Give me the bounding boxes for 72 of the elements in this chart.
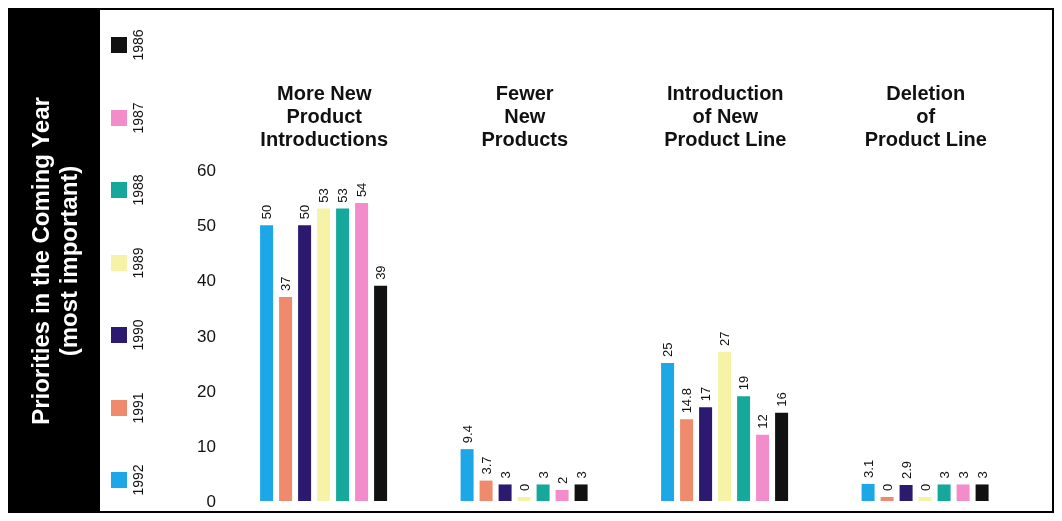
bar xyxy=(555,489,569,501)
data-label: 0 xyxy=(516,483,532,491)
bar xyxy=(737,396,751,501)
bar xyxy=(899,485,913,501)
bar xyxy=(680,419,694,501)
data-label: 53 xyxy=(335,188,351,203)
data-label: 2.9 xyxy=(898,460,914,479)
bar xyxy=(260,225,274,501)
bar xyxy=(279,296,293,501)
data-label: 9.4 xyxy=(459,425,475,444)
bar xyxy=(479,480,493,501)
y-tick-label: 10 xyxy=(197,436,216,456)
y-tick-label: 0 xyxy=(206,492,216,512)
data-label: 16 xyxy=(774,392,790,407)
bar xyxy=(956,484,970,501)
bar xyxy=(699,407,713,501)
bar xyxy=(374,285,388,501)
bar xyxy=(317,208,331,501)
data-label: 39 xyxy=(373,265,389,280)
y-tick-label: 20 xyxy=(197,381,216,401)
data-label: 3 xyxy=(936,471,952,479)
data-label: 0 xyxy=(879,483,895,491)
data-label: 17 xyxy=(698,386,714,402)
bar xyxy=(937,484,951,501)
data-label: 25 xyxy=(660,342,676,358)
legend-label: 1987 xyxy=(130,101,146,134)
bar xyxy=(336,208,350,501)
data-label: 3 xyxy=(497,471,513,479)
x-tick-label: Introduction of New Product Line xyxy=(664,82,787,150)
legend-label: 1986 xyxy=(130,29,146,61)
data-label: 53 xyxy=(316,188,332,203)
legend-label: 1990 xyxy=(130,319,146,351)
y-axis-title: Priorities in the Coming Year (most important) xyxy=(27,96,83,425)
data-label: 3 xyxy=(974,471,990,479)
bar xyxy=(460,449,474,501)
legend-label: 1992 xyxy=(130,464,146,496)
bar xyxy=(775,412,789,501)
bar xyxy=(536,484,550,501)
data-label: 3 xyxy=(535,471,551,479)
legend-label: 1989 xyxy=(130,246,146,279)
data-label: 19 xyxy=(736,375,752,391)
data-label: 2 xyxy=(554,476,570,484)
y-tick-label: 40 xyxy=(197,271,216,291)
bar xyxy=(756,434,770,501)
legend-label: 1988 xyxy=(130,174,146,206)
bar xyxy=(861,483,875,501)
data-label: 3 xyxy=(955,471,971,479)
bar xyxy=(718,352,732,501)
data-label: 3.7 xyxy=(478,456,494,475)
data-label: 27 xyxy=(717,331,733,347)
bar xyxy=(661,363,675,501)
data-label: 3.1 xyxy=(860,459,876,478)
legend-label: 1991 xyxy=(130,391,146,424)
bar xyxy=(975,484,989,501)
y-tick-label: 50 xyxy=(197,216,216,236)
data-label: 50 xyxy=(259,204,275,220)
data-label: 50 xyxy=(297,204,313,220)
data-label: 54 xyxy=(354,182,370,198)
bar xyxy=(498,484,512,501)
x-tick-label: More New Product Introductions xyxy=(260,82,389,150)
y-tick-label: 60 xyxy=(197,161,216,181)
bar xyxy=(355,203,369,501)
x-tick-label: Deletion of Product Line xyxy=(864,82,987,150)
data-label: 3 xyxy=(573,471,589,479)
bar xyxy=(298,225,312,501)
data-label: 0 xyxy=(917,483,933,491)
bar xyxy=(574,484,588,501)
data-label: 12 xyxy=(755,414,771,429)
data-label: 14.8 xyxy=(679,388,695,414)
x-tick-label: Fewer New Products xyxy=(481,82,569,150)
y-tick-label: 30 xyxy=(197,326,216,346)
data-label: 37 xyxy=(278,276,294,291)
